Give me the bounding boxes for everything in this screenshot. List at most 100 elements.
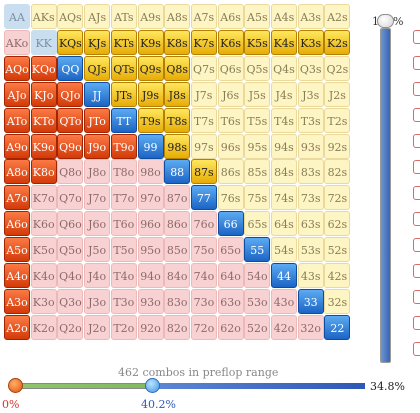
hand-cell-74s[interactable]: 74s xyxy=(271,185,297,211)
hand-cell-jts[interactable]: JTs xyxy=(110,81,137,107)
hand-cell-k9o[interactable]: K9o xyxy=(30,133,57,159)
hand-cell-96o[interactable]: 96o xyxy=(137,211,164,237)
hand-cell-t5o[interactable]: T5o xyxy=(110,237,137,263)
hand-cell-62s[interactable]: 62s xyxy=(324,211,351,237)
hand-cell-92s[interactable]: 92s xyxy=(324,133,351,159)
hand-cell-97o[interactable]: 97o xyxy=(137,185,164,211)
hand-cell-a3o[interactable]: A3o xyxy=(4,288,30,314)
hand-cell-22[interactable]: 22 xyxy=(324,314,351,340)
hand-cell-kjo[interactable]: KJo xyxy=(30,81,57,107)
hand-cell-ats[interactable]: ATs xyxy=(110,4,137,29)
hand-cell-84s[interactable]: 84s xyxy=(271,159,297,185)
hand-cell-k2o[interactable]: K2o xyxy=(30,314,57,340)
hand-cell-j3s[interactable]: J3s xyxy=(297,81,324,107)
hand-cell-j3o[interactable]: J3o xyxy=(84,288,111,314)
side-tab[interactable] xyxy=(413,82,420,96)
hand-cell-86s[interactable]: 86s xyxy=(217,159,244,185)
hand-cell-aqo[interactable]: AQo xyxy=(4,55,30,81)
hand-cell-92o[interactable]: 92o xyxy=(137,314,164,340)
hand-cell-a7o[interactable]: A7o xyxy=(4,185,30,211)
hand-cell-q5o[interactable]: Q5o xyxy=(57,237,84,263)
hand-cell-j5o[interactable]: J5o xyxy=(84,237,111,263)
hand-cell-95s[interactable]: 95s xyxy=(244,133,271,159)
hand-cell-73s[interactable]: 73s xyxy=(297,185,324,211)
hand-cell-kjs[interactable]: KJs xyxy=(84,29,111,55)
hand-cell-82s[interactable]: 82s xyxy=(324,159,351,185)
hand-cell-aa[interactable]: AA xyxy=(4,4,30,29)
hand-cell-q8s[interactable]: Q8s xyxy=(164,55,191,81)
hand-cell-87s[interactable]: 87s xyxy=(190,159,217,185)
hand-cell-k9s[interactable]: K9s xyxy=(137,29,164,55)
hand-cell-a9s[interactable]: A9s xyxy=(137,4,164,29)
hand-cell-k5s[interactable]: K5s xyxy=(244,29,271,55)
hand-cell-a5o[interactable]: A5o xyxy=(4,237,30,263)
range-vertical-slider-track[interactable] xyxy=(380,28,391,363)
hand-cell-k4o[interactable]: K4o xyxy=(30,263,57,288)
hand-cell-kqs[interactable]: KQs xyxy=(57,29,84,55)
hand-cell-98o[interactable]: 98o xyxy=(137,159,164,185)
side-tab[interactable] xyxy=(413,108,420,122)
side-tab[interactable] xyxy=(413,316,420,330)
hand-cell-j7o[interactable]: J7o xyxy=(84,185,111,211)
hand-cell-44[interactable]: 44 xyxy=(271,263,297,288)
side-tab[interactable] xyxy=(413,342,420,356)
hand-cell-j2s[interactable]: J2s xyxy=(324,81,351,107)
hand-cell-t6s[interactable]: T6s xyxy=(217,107,244,133)
hand-cell-t8s[interactable]: T8s xyxy=(164,107,191,133)
hand-cell-k7s[interactable]: K7s xyxy=(190,29,217,55)
hand-cell-j6s[interactable]: J6s xyxy=(217,81,244,107)
hand-cell-q5s[interactable]: Q5s xyxy=(244,55,271,81)
hand-cell-qjo[interactable]: QJo xyxy=(57,81,84,107)
side-tab[interactable] xyxy=(413,160,420,174)
hand-cell-j2o[interactable]: J2o xyxy=(84,314,111,340)
hand-cell-33[interactable]: 33 xyxy=(297,288,324,314)
hand-cell-75o[interactable]: 75o xyxy=(190,237,217,263)
hand-cell-93s[interactable]: 93s xyxy=(297,133,324,159)
hand-cell-j8o[interactable]: J8o xyxy=(84,159,111,185)
hand-cell-43o[interactable]: 43o xyxy=(271,288,297,314)
side-tab[interactable] xyxy=(413,30,420,44)
hand-cell-95o[interactable]: 95o xyxy=(137,237,164,263)
hand-cell-62o[interactable]: 62o xyxy=(217,314,244,340)
hand-cell-85o[interactable]: 85o xyxy=(164,237,191,263)
side-tab[interactable] xyxy=(413,290,420,304)
hand-cell-j9s[interactable]: J9s xyxy=(137,81,164,107)
hand-cell-t6o[interactable]: T6o xyxy=(110,211,137,237)
hand-cell-t9o[interactable]: T9o xyxy=(110,133,137,159)
hand-cell-q7s[interactable]: Q7s xyxy=(190,55,217,81)
hand-cell-32o[interactable]: 32o xyxy=(297,314,324,340)
hand-cell-a8o[interactable]: A8o xyxy=(4,159,30,185)
hand-cell-a4o[interactable]: A4o xyxy=(4,263,30,288)
hand-cell-k8o[interactable]: K8o xyxy=(30,159,57,185)
hand-cell-88[interactable]: 88 xyxy=(164,159,191,185)
hand-cell-a6s[interactable]: A6s xyxy=(217,4,244,29)
hand-cell-j8s[interactable]: J8s xyxy=(164,81,191,107)
hand-cell-q2o[interactable]: Q2o xyxy=(57,314,84,340)
hand-cell-q4s[interactable]: Q4s xyxy=(271,55,297,81)
hand-cell-t2o[interactable]: T2o xyxy=(110,314,137,340)
hand-cell-q7o[interactable]: Q7o xyxy=(57,185,84,211)
hand-cell-42o[interactable]: 42o xyxy=(271,314,297,340)
hand-cell-ajo[interactable]: AJo xyxy=(4,81,30,107)
hand-cell-a5s[interactable]: A5s xyxy=(244,4,271,29)
hand-cell-85s[interactable]: 85s xyxy=(244,159,271,185)
side-tab[interactable] xyxy=(413,264,420,278)
hand-cell-t9s[interactable]: T9s xyxy=(137,107,164,133)
side-tab[interactable] xyxy=(413,56,420,70)
hand-cell-65o[interactable]: 65o xyxy=(217,237,244,263)
hand-cell-32s[interactable]: 32s xyxy=(324,288,351,314)
hand-cell-q8o[interactable]: Q8o xyxy=(57,159,84,185)
range-vertical-slider-handle[interactable] xyxy=(377,14,394,28)
hand-cell-97s[interactable]: 97s xyxy=(190,133,217,159)
hand-cell-76o[interactable]: 76o xyxy=(190,211,217,237)
hand-cell-52s[interactable]: 52s xyxy=(324,237,351,263)
hand-cell-j4o[interactable]: J4o xyxy=(84,263,111,288)
hand-cell-a2o[interactable]: A2o xyxy=(4,314,30,340)
hand-cell-72o[interactable]: 72o xyxy=(190,314,217,340)
hand-cell-a2s[interactable]: A2s xyxy=(324,4,351,29)
hand-cell-64s[interactable]: 64s xyxy=(271,211,297,237)
hand-cell-k5o[interactable]: K5o xyxy=(30,237,57,263)
hand-cell-t2s[interactable]: T2s xyxy=(324,107,351,133)
hand-cell-j9o[interactable]: J9o xyxy=(84,133,111,159)
preflop-slider-min-thumb[interactable] xyxy=(8,378,23,393)
